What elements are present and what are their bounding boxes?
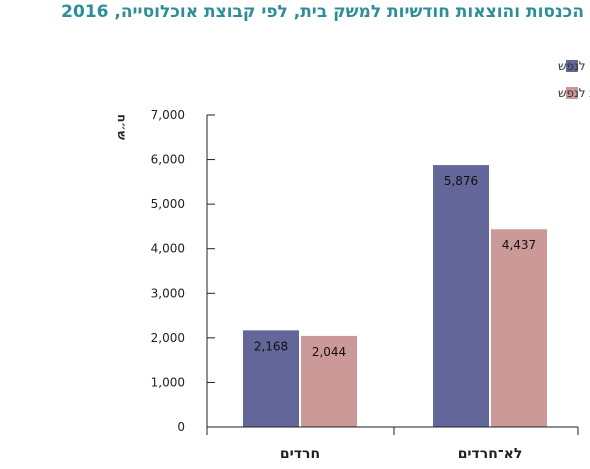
legend-swatch-2: [566, 87, 578, 99]
y-tick-label: 2,000: [151, 331, 185, 345]
legend-label-2: הוצאה כספית לנפש: [558, 86, 590, 100]
legend-label-1: הכנסה כספית נטו לנפש: [558, 59, 590, 73]
legend: הכנסה כספית נטו לנפש הוצאה כספית לנפש: [558, 59, 590, 100]
y-tick-label: 5,000: [151, 197, 185, 211]
y-axis: 0 1,000 2,000 3,000 4,000 5,000 6,000 7,000 ש״ח: [115, 108, 215, 434]
y-tick-label: 6,000: [151, 153, 185, 167]
x-axis: חרדים לא־חרדים: [206, 426, 579, 462]
x-category-label: לא־חרדים: [458, 446, 523, 462]
y-axis-title: ש״ח: [115, 114, 129, 140]
chart-title: הכנסות והוצאות חודשיות למשק בית, לפי קבו…: [61, 2, 584, 22]
y-tick-label: 4,000: [151, 242, 185, 256]
bar-1-1: [243, 330, 299, 427]
y-tick-label: 3,000: [151, 286, 185, 300]
bar-1-2: [433, 165, 489, 428]
legend-swatch-1: [566, 60, 578, 72]
data-label: 2,168: [254, 339, 288, 353]
y-tick-label: 1,000: [151, 375, 185, 389]
bar-2-2: [491, 229, 547, 427]
bars: 2,168 2,044 5,876 4,437: [243, 165, 547, 428]
data-label: 2,044: [312, 345, 346, 359]
bar-2-1: [301, 335, 357, 427]
y-tick-label: 0: [177, 420, 185, 434]
y-tick-label: 7,000: [151, 108, 185, 122]
data-label: 5,876: [444, 174, 478, 188]
data-label: 4,437: [502, 238, 536, 252]
x-category-label: חרדים: [280, 446, 320, 462]
